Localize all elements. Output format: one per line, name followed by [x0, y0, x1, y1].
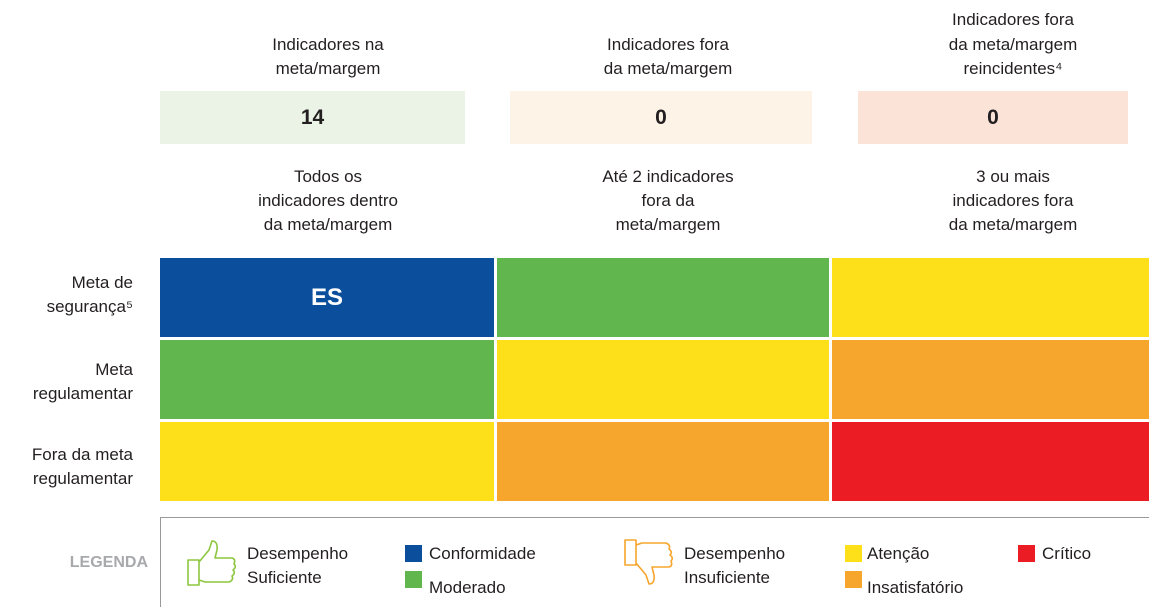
legend-label: Conformidade [429, 544, 536, 563]
header-description: Até 2 indicadores [602, 167, 734, 186]
legend-label: Moderado [429, 578, 506, 597]
header-description: indicadores fora [952, 191, 1074, 210]
matrix-cell [832, 340, 1149, 419]
legend-swatch [405, 571, 422, 588]
row-label: Meta de [71, 273, 133, 292]
row-label: segurança⁵ [46, 297, 133, 316]
legend-label: Insuficiente [684, 568, 770, 587]
header-description: indicadores dentro [258, 191, 398, 210]
legend-label: Atenção [867, 544, 930, 563]
legend-swatch [1018, 545, 1035, 562]
thumbs-down-icon [624, 539, 674, 585]
legend-title: LEGENDA [69, 554, 148, 571]
matrix-cell [160, 422, 494, 501]
header-title: da meta/margem [948, 35, 1078, 54]
legend-label: Desempenho [684, 544, 786, 563]
row-label: Fora da meta [31, 445, 133, 464]
header-description: meta/margem [615, 215, 721, 234]
matrix-cell [832, 422, 1149, 501]
header-title: da meta/margem [603, 59, 733, 78]
count-box: 0 [510, 91, 812, 144]
legend-swatch [845, 571, 862, 588]
header-title: meta/margem [275, 59, 381, 78]
matrix-cell [832, 258, 1149, 337]
legend-border [160, 517, 161, 607]
matrix-cell [497, 340, 829, 419]
header-description: da meta/margem [948, 215, 1078, 234]
matrix-cell [160, 340, 494, 419]
legend-label: Crítico [1042, 544, 1092, 563]
header-title: reincidentes⁴ [963, 59, 1063, 78]
matrix-cell [497, 422, 829, 501]
header-title: Indicadores fora [607, 35, 729, 54]
count-box: 14 [160, 91, 465, 144]
row-label: regulamentar [32, 384, 133, 403]
legend-label: Suficiente [247, 568, 322, 587]
header-description: fora da [641, 191, 695, 210]
matrix-cell [497, 258, 829, 337]
header-description: da meta/margem [263, 215, 393, 234]
row-label: regulamentar [32, 469, 133, 488]
header-title: Indicadores na [272, 35, 384, 54]
legend-label: Desempenho [247, 544, 349, 563]
legend-label: Insatisfatório [867, 578, 964, 597]
matrix-cell: ES [160, 258, 494, 337]
header-description: Todos os [293, 167, 363, 186]
legend-swatch [405, 545, 422, 562]
legend-swatch [845, 545, 862, 562]
row-label: Meta [95, 360, 133, 379]
header-description: 3 ou mais [976, 167, 1050, 186]
thumbs-up-icon [187, 540, 237, 586]
header-title: Indicadores fora [952, 10, 1074, 29]
legend-border [160, 517, 1149, 518]
count-box: 0 [858, 91, 1128, 144]
